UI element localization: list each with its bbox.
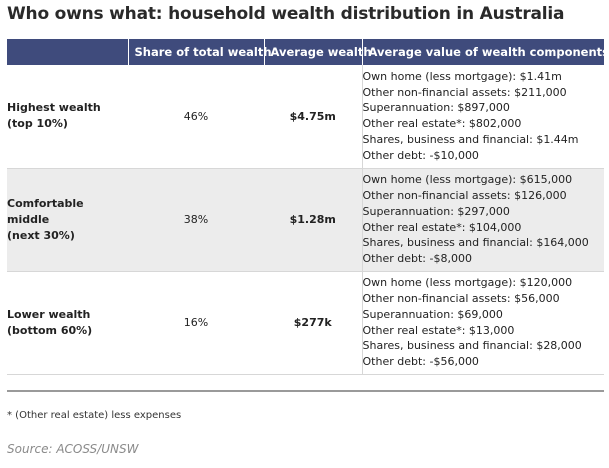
table-row-lower-wealth: Lower wealth (bottom 60%) 16% $277k Own …	[7, 271, 604, 375]
group-cell: Comfortable middle (next 30%)	[7, 168, 128, 272]
group-name: Highest wealth	[7, 101, 101, 115]
component-own-home: Own home (less mortgage): $1.41m	[362, 69, 562, 83]
header-group	[7, 39, 128, 65]
components-cell: Own home (less mortgage): $1.41m Other n…	[361, 65, 604, 169]
component-other-debt: Other debt: -$56,000	[362, 355, 479, 369]
average-cell: $4.75m	[264, 65, 362, 169]
component-other-real-estate: Other real estate*: $802,000	[362, 117, 522, 131]
component-superannuation: Superannuation: $297,000	[362, 204, 510, 218]
component-superannuation: Superannuation: $69,000	[362, 307, 503, 321]
page-title: Who owns what: household wealth distribu…	[7, 4, 565, 24]
table-header-row: Share of total wealth Average wealth Ave…	[7, 39, 609, 65]
group-name: Comfortable middle	[7, 196, 84, 226]
average-cell: $277k	[264, 271, 362, 375]
group-range: (bottom 60%)	[7, 323, 93, 337]
table-row-comfortable-middle: Comfortable middle (next 30%) 38% $1.28m…	[7, 168, 604, 272]
footnote: * (Other real estate) less expenses	[7, 410, 182, 421]
header-average: Average wealth	[263, 39, 372, 65]
component-superannuation: Superannuation: $897,000	[362, 101, 510, 115]
component-other-real-estate: Other real estate*: $104,000	[362, 220, 522, 234]
group-range: (next 30%)	[7, 228, 75, 242]
group-name: Lower wealth	[7, 307, 91, 321]
component-non-financial: Other non-financial assets: $211,000	[362, 85, 567, 99]
header-components: Average value of wealth components	[361, 39, 609, 65]
component-shares: Shares, business and financial: $28,000	[362, 339, 582, 353]
components-cell: Own home (less mortgage): $120,000 Other…	[361, 271, 604, 375]
group-range: (top 10%)	[7, 117, 68, 131]
table-row-highest-wealth: Highest wealth (top 10%) 46% $4.75m Own …	[7, 65, 604, 169]
divider-rule	[7, 390, 604, 392]
component-shares: Shares, business and financial: $164,000	[362, 236, 589, 250]
component-other-debt: Other debt: -$10,000	[362, 148, 479, 162]
source-credit: Source: ACOSS/UNSW	[7, 442, 139, 456]
group-cell: Lower wealth (bottom 60%)	[7, 271, 128, 375]
share-cell: 46%	[128, 65, 264, 169]
average-cell: $1.28m	[264, 168, 362, 272]
share-cell: 38%	[128, 168, 264, 272]
header-share: Share of total wealth	[127, 39, 272, 65]
components-cell: Own home (less mortgage): $615,000 Other…	[361, 168, 604, 272]
component-own-home: Own home (less mortgage): $120,000	[362, 276, 573, 290]
component-other-debt: Other debt: -$8,000	[362, 252, 472, 266]
wealth-table: Share of total wealth Average wealth Ave…	[7, 39, 609, 375]
component-other-real-estate: Other real estate*: $13,000	[362, 323, 515, 337]
component-non-financial: Other non-financial assets: $56,000	[362, 291, 560, 305]
group-cell: Highest wealth (top 10%)	[7, 65, 128, 169]
component-shares: Shares, business and financial: $1.44m	[362, 133, 579, 147]
component-non-financial: Other non-financial assets: $126,000	[362, 188, 567, 202]
share-cell: 16%	[128, 271, 264, 375]
component-own-home: Own home (less mortgage): $615,000	[362, 173, 573, 187]
